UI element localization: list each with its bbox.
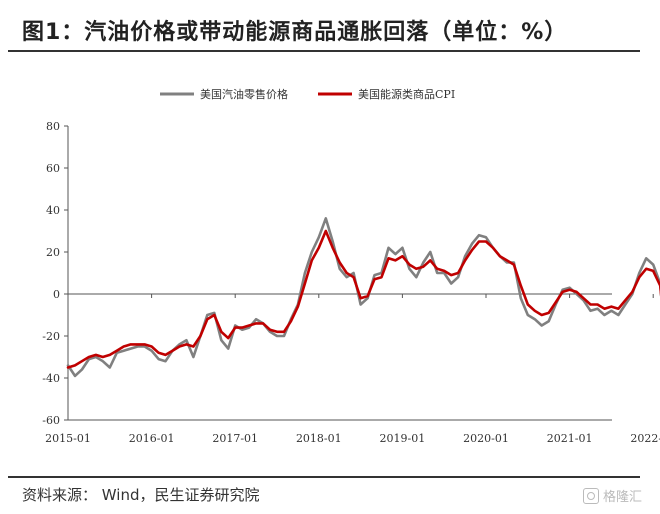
chart-series — [66, 217, 660, 378]
y-tick-label: 80 — [46, 120, 60, 133]
watermark: 格隆汇 — [582, 486, 642, 505]
y-tick-label: -20 — [42, 330, 60, 343]
watermark-text: 格隆汇 — [602, 490, 642, 505]
legend-label-1: 美国汽油零售价格 — [200, 87, 288, 101]
x-tick-label: 2021-01 — [547, 432, 593, 445]
page-title: 图1：汽油价格或带动能源商品通胀回落（单位：%） — [22, 20, 568, 45]
x-tick-label: 2016-01 — [129, 432, 175, 445]
series-line-1 — [66, 217, 660, 378]
y-tick-label: 60 — [46, 162, 60, 175]
chart-legend: 美国汽油零售价格 美国能源类商品CPI — [160, 87, 455, 101]
data-source: 资料来源： Wind，民生证券研究院 — [22, 486, 260, 504]
y-tick-label: -60 — [42, 414, 60, 427]
chart-axes: -60 -40 -20 0 20 40 60 80 2015-01 2016-01 2017-01 2… — [42, 120, 660, 445]
y-tick-label: 20 — [46, 246, 60, 259]
footer-divider — [8, 476, 640, 478]
x-tick-label: 2022-01 — [630, 432, 660, 445]
legend-label-2: 美国能源类商品CPI — [358, 87, 455, 101]
x-tick-label: 2015-01 — [45, 432, 91, 445]
y-tick-label: 40 — [46, 204, 60, 217]
y-tick-label: -40 — [42, 372, 60, 385]
title-divider — [8, 50, 640, 52]
series-line-2 — [66, 229, 660, 369]
x-tick-label: 2019-01 — [380, 432, 426, 445]
x-tick-label: 2020-01 — [463, 432, 509, 445]
watermark-logo-icon — [582, 487, 599, 504]
x-tick-label: 2018-01 — [296, 432, 342, 445]
y-tick-label: 0 — [53, 288, 60, 301]
line-chart: 美国汽油零售价格 美国能源类商品CPI -60 -40 -20 0 20 40 60 80 201… — [42, 87, 660, 445]
x-tick-label: 2017-01 — [212, 432, 258, 445]
